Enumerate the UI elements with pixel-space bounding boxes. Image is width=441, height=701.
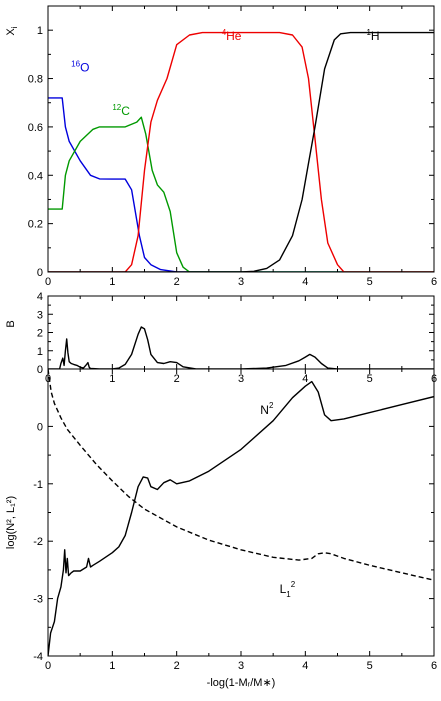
x-tick-label: 1 bbox=[109, 373, 115, 385]
y-tick-label: 3 bbox=[37, 309, 43, 321]
y-axis-label: Xi bbox=[5, 26, 19, 35]
y-tick-label: 4 bbox=[37, 291, 43, 303]
x-tick-label: 6 bbox=[431, 660, 437, 672]
curve-annotation: 1H bbox=[366, 28, 379, 43]
x-tick-label: 1 bbox=[109, 276, 115, 288]
x-axis-label: -log(1-Mᵣ/M∗) bbox=[207, 677, 276, 689]
y-tick-label: 2 bbox=[37, 328, 43, 340]
curve-annotation: 4He bbox=[222, 28, 242, 43]
y-tick-label: 0 bbox=[37, 364, 43, 376]
abundance-panel: 0 1 2 3 4 5 6 0 0.2 0.4 0.6 0.8 1 Xi 16O 12C 4He 1H bbox=[5, 5, 437, 288]
x-tick-label: 3 bbox=[238, 373, 244, 385]
y-tick-label: 0 bbox=[37, 267, 43, 279]
series-line-1-0 bbox=[48, 326, 434, 369]
curve-annotation: N2 bbox=[260, 401, 274, 417]
plot-frame bbox=[47, 368, 435, 657]
x-tick-label: 2 bbox=[174, 373, 180, 385]
y-tick-label: -4 bbox=[33, 651, 43, 663]
y-axis-label: B bbox=[5, 320, 17, 327]
x-tick-label: 3 bbox=[238, 660, 244, 672]
x-tick-label: 0 bbox=[45, 276, 51, 288]
curve-annotation: 16O bbox=[71, 59, 89, 74]
curve-annotation: 12C bbox=[112, 103, 130, 118]
y-tick-label: -3 bbox=[33, 594, 43, 606]
y-tick-label: 0.4 bbox=[28, 170, 43, 182]
y-tick-label: 0.6 bbox=[28, 122, 43, 134]
x-tick-label: 4 bbox=[302, 373, 308, 385]
y-tick-label: 0.8 bbox=[28, 74, 43, 86]
y-tick-label: 1 bbox=[37, 346, 43, 358]
x-tick-label: 0 bbox=[45, 660, 51, 672]
x-tick-label: 4 bbox=[302, 276, 308, 288]
frequency-panel: 0 1 2 3 4 5 6 -4 -3 -2 -1 0 log(N², L₁²) -log(1-Mᵣ/M∗… bbox=[5, 368, 437, 689]
y-tick-label: 0.2 bbox=[28, 219, 43, 231]
y-tick-label: -1 bbox=[33, 479, 43, 491]
x-tick-label: 6 bbox=[431, 276, 437, 288]
x-tick-label: 2 bbox=[174, 276, 180, 288]
curve-annotation: L12 bbox=[280, 580, 296, 599]
series-line-0-2 bbox=[48, 31, 434, 272]
y-tick-label: 1 bbox=[37, 25, 43, 37]
series-line-0-0 bbox=[48, 97, 434, 272]
y-tick-label: 0 bbox=[37, 421, 43, 433]
x-tick-label: 5 bbox=[367, 373, 373, 385]
y-tick-label: -2 bbox=[33, 536, 43, 548]
x-tick-label: 3 bbox=[238, 276, 244, 288]
x-tick-label: 5 bbox=[367, 276, 373, 288]
series-line-0-3 bbox=[48, 31, 434, 272]
series-line-0-1 bbox=[48, 116, 434, 272]
series-line-2-1 bbox=[48, 369, 434, 581]
y-axis-label: log(N², L₁²) bbox=[5, 496, 17, 549]
series-line-2-0 bbox=[48, 380, 434, 656]
plot-frame bbox=[47, 295, 435, 370]
x-tick-label: 2 bbox=[174, 660, 180, 672]
x-tick-label: 5 bbox=[367, 660, 373, 672]
plot-frame bbox=[47, 5, 435, 273]
x-tick-label: 4 bbox=[302, 660, 308, 672]
x-tick-label: 1 bbox=[109, 660, 115, 672]
